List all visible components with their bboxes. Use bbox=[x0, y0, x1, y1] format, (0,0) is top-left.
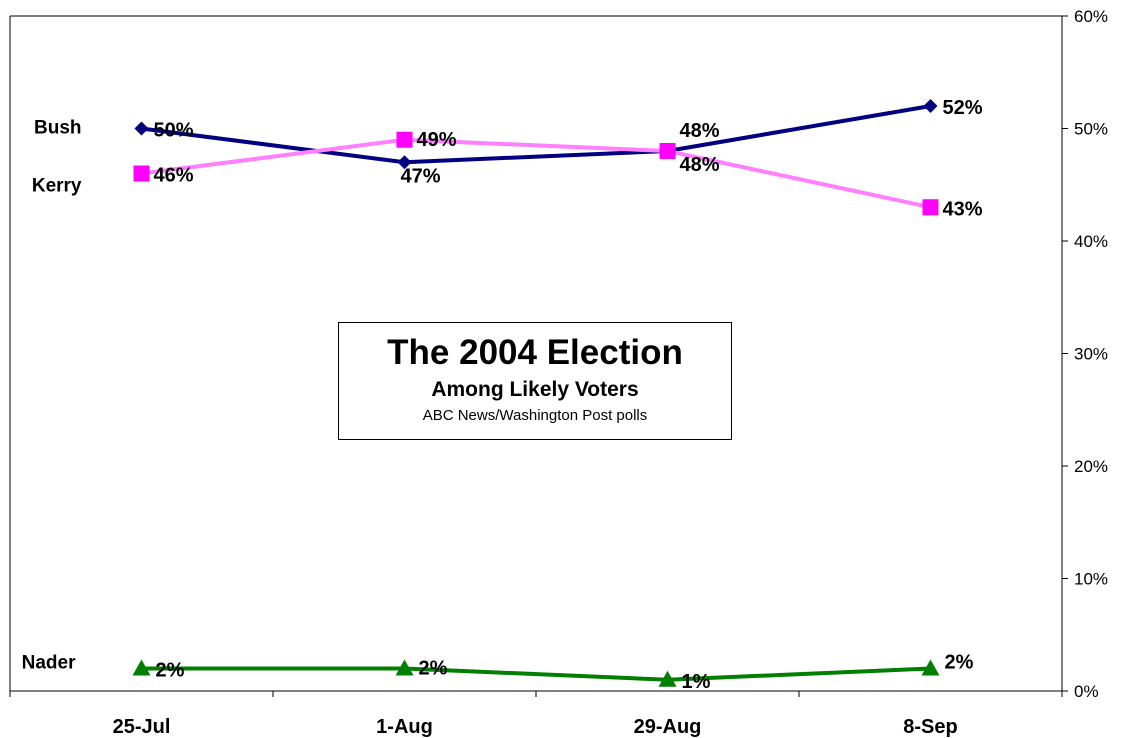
chart-source: ABC News/Washington Post polls bbox=[339, 407, 731, 425]
series-name-label: Bush bbox=[34, 118, 82, 139]
data-point-kerry bbox=[660, 143, 676, 159]
data-label: 48% bbox=[680, 154, 720, 176]
series-name-label: Kerry bbox=[32, 176, 82, 197]
series-line-bush bbox=[142, 106, 931, 162]
data-label: 43% bbox=[943, 198, 983, 220]
y-tick-label: 50% bbox=[1074, 120, 1108, 139]
y-tick-label: 60% bbox=[1074, 7, 1108, 26]
y-tick-label: 0% bbox=[1074, 682, 1099, 701]
chart-subtitle: Among Likely Voters bbox=[339, 377, 731, 403]
data-point-bush bbox=[135, 122, 149, 136]
data-label: 50% bbox=[154, 120, 194, 142]
series-name-label: Nader bbox=[22, 653, 76, 674]
series-line-nader bbox=[142, 669, 931, 680]
series-line-kerry bbox=[142, 140, 931, 208]
y-tick-label: 10% bbox=[1074, 570, 1108, 589]
data-label: 2% bbox=[156, 660, 185, 682]
data-label: 47% bbox=[401, 165, 441, 187]
data-point-kerry bbox=[397, 132, 413, 148]
y-tick-label: 30% bbox=[1074, 345, 1108, 364]
y-tick-label: 20% bbox=[1074, 457, 1108, 476]
x-tick-label: 25-Jul bbox=[113, 716, 171, 738]
data-label: 48% bbox=[680, 120, 720, 142]
y-tick-label: 40% bbox=[1074, 232, 1108, 251]
data-label: 2% bbox=[945, 652, 974, 674]
data-label: 52% bbox=[943, 97, 983, 119]
data-label: 1% bbox=[682, 671, 711, 693]
chart-title: The 2004 Election bbox=[339, 333, 731, 373]
x-tick-label: 1-Aug bbox=[376, 716, 433, 738]
data-point-bush bbox=[924, 99, 938, 113]
chart-title-box: The 2004 Election Among Likely Voters AB… bbox=[338, 322, 732, 440]
data-label: 2% bbox=[419, 658, 448, 680]
data-point-kerry bbox=[923, 199, 939, 215]
data-label: 49% bbox=[417, 129, 457, 151]
x-tick-label: 8-Sep bbox=[903, 716, 957, 738]
data-point-kerry bbox=[134, 166, 150, 182]
x-tick-label: 29-Aug bbox=[634, 716, 702, 738]
data-label: 46% bbox=[154, 165, 194, 187]
